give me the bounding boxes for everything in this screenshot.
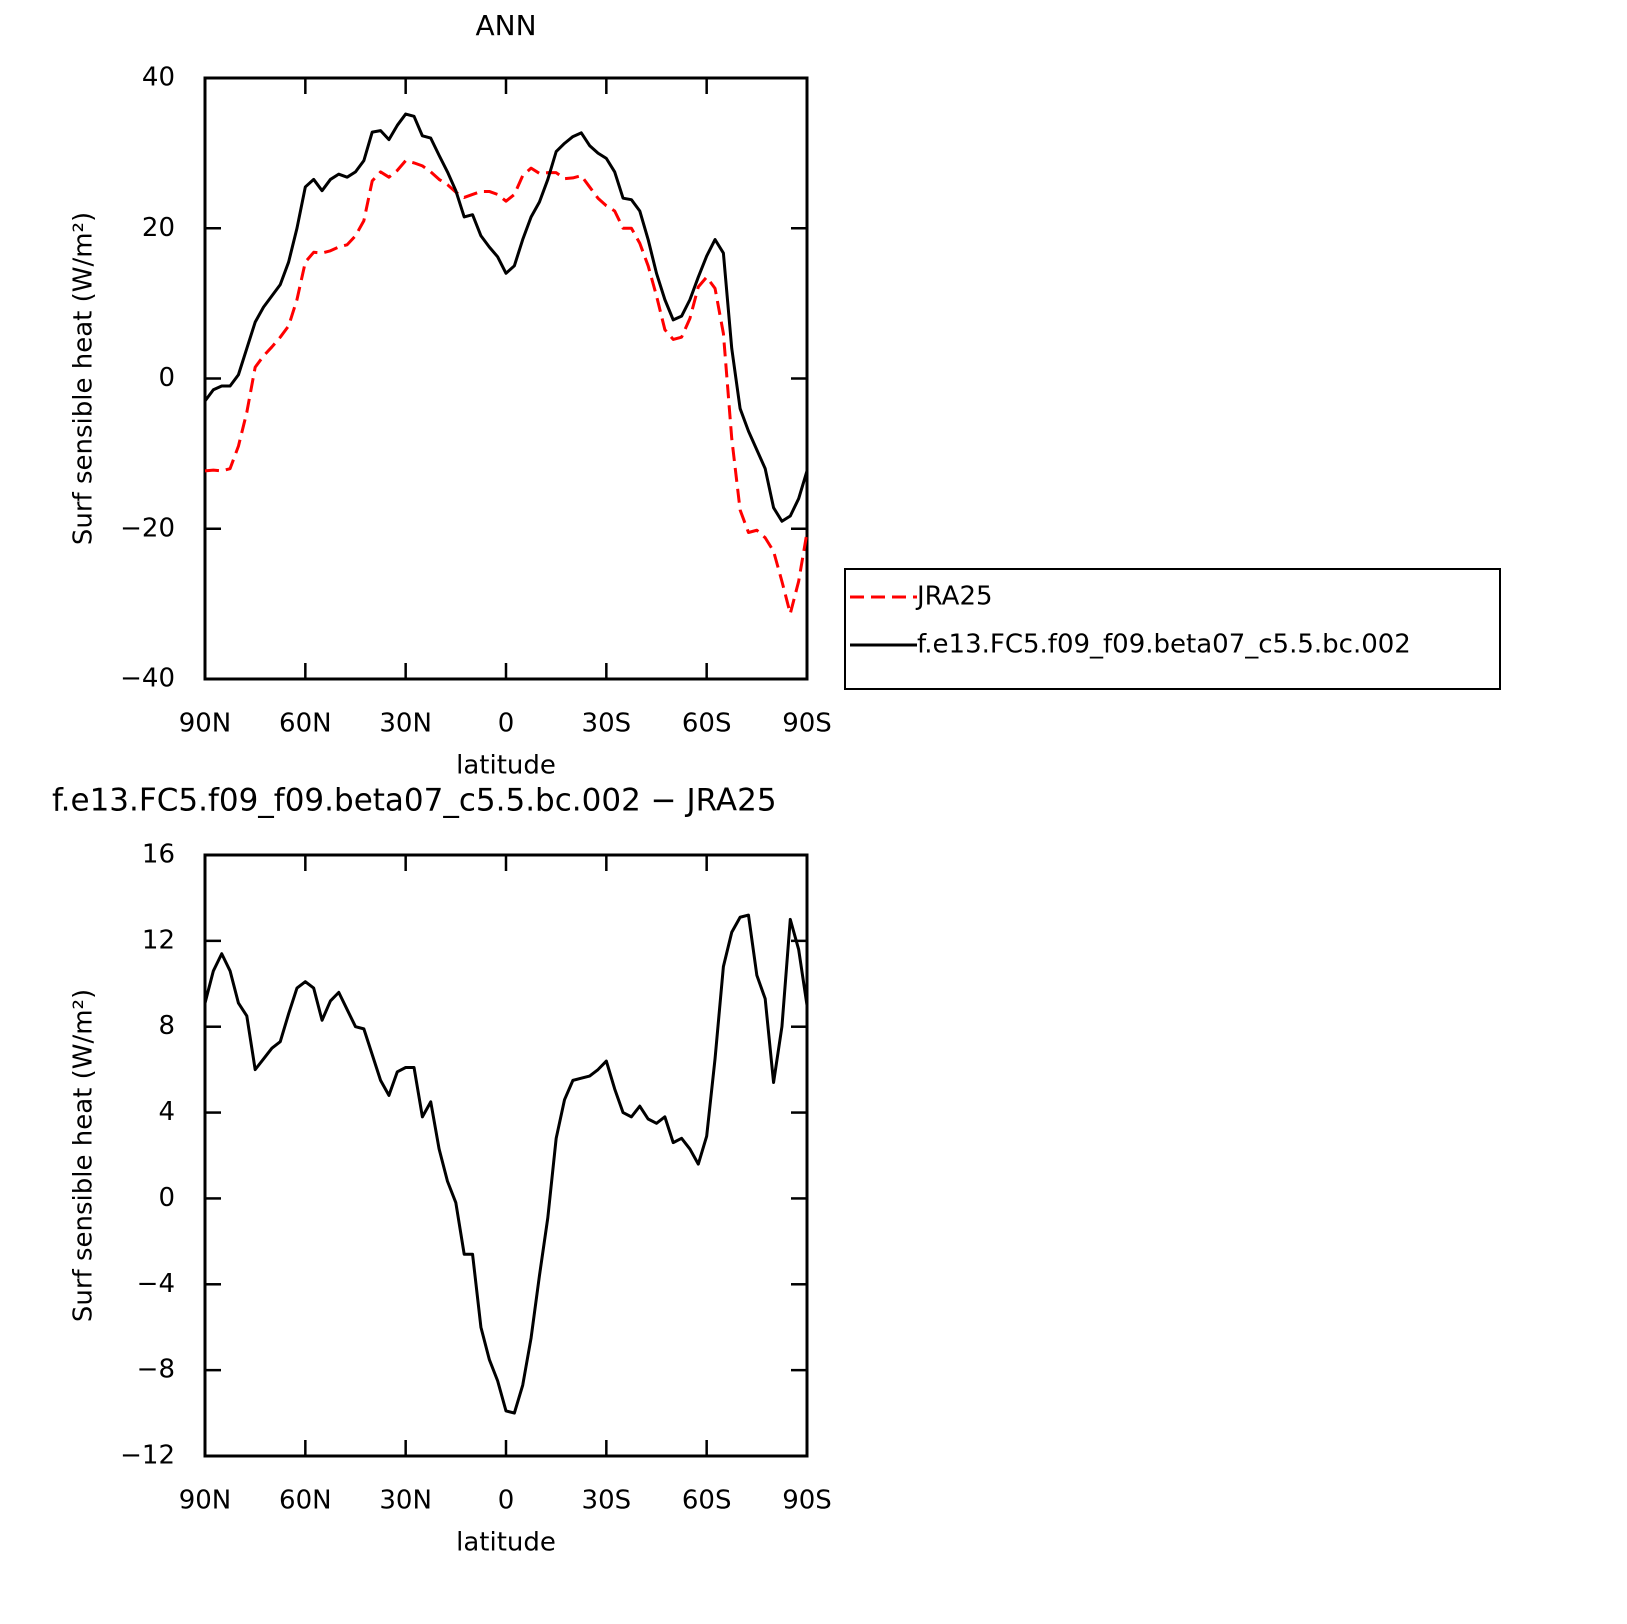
x-tick-label: 90S bbox=[782, 709, 832, 739]
x-tick-label: 30N bbox=[379, 1486, 432, 1516]
x-axis-label: latitude bbox=[456, 751, 556, 781]
y-tick-label: 4 bbox=[158, 1097, 175, 1127]
x-tick-label: 0 bbox=[498, 709, 515, 739]
legend-box bbox=[844, 568, 1501, 690]
plot-frame bbox=[203, 853, 809, 1458]
x-tick-label: 90N bbox=[179, 709, 232, 739]
legend-label: f.e13.FC5.f09_f09.beta07_c5.5.bc.002 bbox=[917, 630, 1411, 660]
y-tick-label: −20 bbox=[120, 513, 175, 543]
y-axis-label: Surf sensible heat (W/m²) bbox=[69, 989, 99, 1322]
x-tick-label: 60N bbox=[279, 709, 332, 739]
chart-title: f.e13.FC5.f09_f09.beta07_c5.5.bc.002 − J… bbox=[52, 783, 777, 819]
x-tick-label: 60N bbox=[279, 1486, 332, 1516]
y-tick-label: 20 bbox=[142, 213, 175, 243]
x-tick-label: 30N bbox=[379, 709, 432, 739]
x-tick-label: 60S bbox=[682, 709, 732, 739]
y-tick-label: −4 bbox=[137, 1269, 175, 1299]
y-tick-label: −8 bbox=[137, 1355, 175, 1385]
chart-title: ANN bbox=[475, 9, 536, 42]
x-axis-label: latitude bbox=[456, 1528, 556, 1558]
plot-frame bbox=[203, 76, 809, 681]
x-tick-label: 90N bbox=[179, 1486, 232, 1516]
y-axis-label: Surf sensible heat (W/m²) bbox=[69, 212, 99, 545]
y-tick-label: 0 bbox=[158, 363, 175, 393]
data-line bbox=[204, 159, 809, 616]
y-tick-label: 0 bbox=[158, 1183, 175, 1213]
x-tick-label: 90S bbox=[782, 1486, 832, 1516]
x-tick-label: 30S bbox=[582, 709, 632, 739]
data-line bbox=[203, 112, 809, 523]
data-line bbox=[203, 913, 809, 1415]
y-tick-label: 16 bbox=[142, 840, 175, 870]
y-tick-label: 8 bbox=[158, 1011, 175, 1041]
x-tick-label: 0 bbox=[498, 1486, 515, 1516]
y-tick-label: −40 bbox=[120, 664, 175, 694]
x-tick-label: 30S bbox=[582, 1486, 632, 1516]
y-tick-label: 40 bbox=[142, 63, 175, 93]
y-tick-label: −12 bbox=[120, 1441, 175, 1471]
legend-label: JRA25 bbox=[915, 582, 993, 612]
y-tick-label: 12 bbox=[142, 925, 175, 955]
x-tick-label: 60S bbox=[682, 1486, 732, 1516]
